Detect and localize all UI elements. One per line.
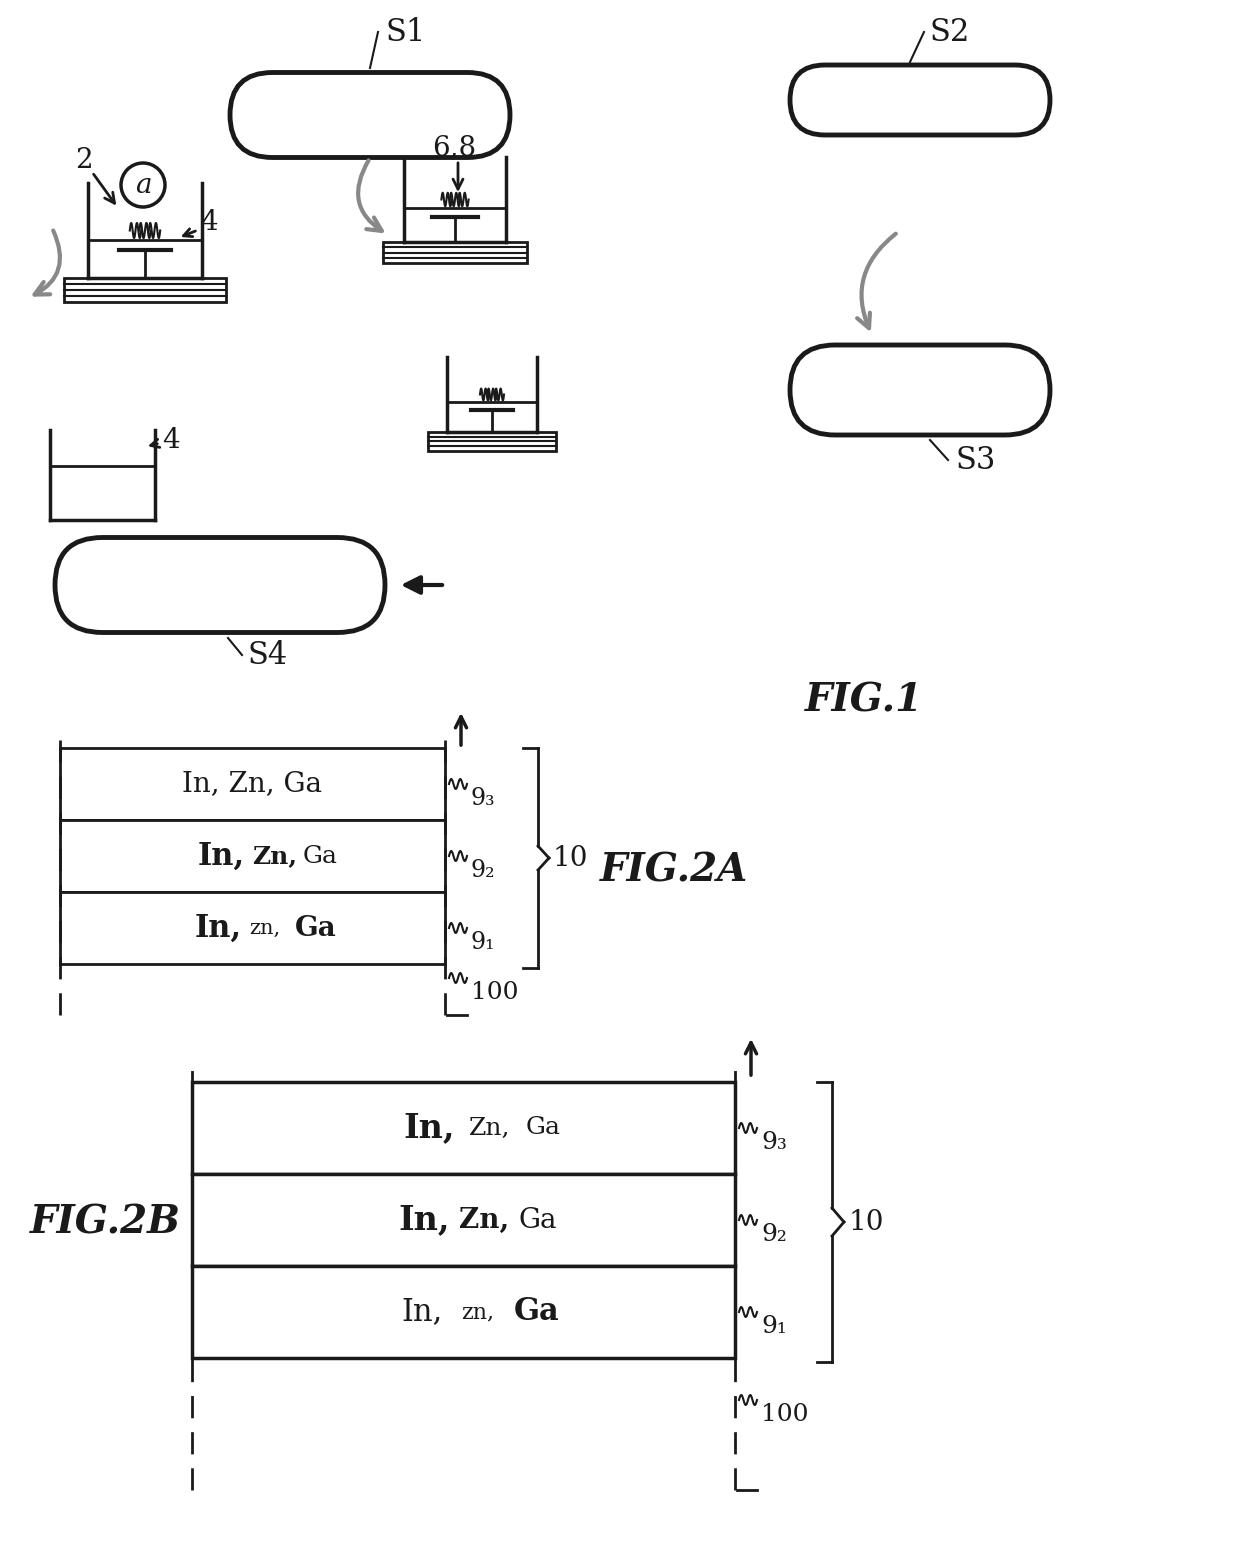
FancyBboxPatch shape	[55, 538, 384, 632]
Bar	[428, 431, 556, 452]
Text: 9₂: 9₂	[471, 858, 496, 881]
Text: In,: In,	[402, 1296, 443, 1327]
Text: zn,: zn,	[461, 1301, 495, 1324]
Text: In,: In,	[197, 840, 244, 872]
FancyBboxPatch shape	[790, 65, 1050, 136]
Text: 100: 100	[471, 982, 518, 1005]
Text: Ga: Ga	[526, 1117, 560, 1139]
Text: S1: S1	[384, 17, 425, 48]
Text: S3: S3	[955, 444, 996, 476]
Text: Ga: Ga	[518, 1207, 557, 1233]
Text: 9₃: 9₃	[471, 787, 496, 811]
Text: a: a	[135, 171, 151, 199]
Bar	[383, 242, 527, 264]
Bar	[60, 892, 445, 965]
Text: Ga: Ga	[513, 1296, 559, 1327]
FancyBboxPatch shape	[790, 345, 1050, 435]
Text: 10: 10	[849, 1208, 884, 1236]
Text: Zn,: Zn,	[469, 1117, 510, 1139]
Text: 4: 4	[162, 427, 180, 453]
Text: In,: In,	[195, 912, 242, 943]
Text: 6,8: 6,8	[432, 134, 476, 162]
Bar	[60, 820, 445, 892]
Text: FIG.1: FIG.1	[805, 681, 923, 720]
Text: zn,: zn,	[249, 918, 280, 937]
Text: Ga: Ga	[303, 844, 337, 868]
Text: 100: 100	[761, 1402, 808, 1425]
Text: In, Zn, Ga: In, Zn, Ga	[182, 770, 322, 798]
Bar	[60, 747, 445, 820]
Bar	[192, 1267, 735, 1358]
Text: 9₁: 9₁	[761, 1314, 787, 1338]
Text: 9₁: 9₁	[471, 931, 496, 954]
Text: FIG.2A: FIG.2A	[600, 851, 748, 889]
Bar	[192, 1082, 735, 1174]
Text: S2: S2	[930, 17, 971, 48]
Text: Zn,: Zn,	[459, 1207, 508, 1233]
Text: In,: In,	[403, 1111, 455, 1145]
FancyBboxPatch shape	[229, 72, 510, 157]
Text: In,: In,	[398, 1204, 450, 1236]
Text: 4: 4	[200, 208, 218, 236]
Text: 2: 2	[74, 146, 93, 174]
Text: Ga: Ga	[295, 914, 336, 942]
Text: S4: S4	[248, 640, 288, 670]
Text: FIG.2B: FIG.2B	[30, 1204, 181, 1241]
Text: 9₂: 9₂	[761, 1224, 787, 1247]
Bar	[192, 1174, 735, 1267]
Text: 10: 10	[553, 844, 589, 872]
Text: 9₃: 9₃	[761, 1131, 787, 1154]
Bar	[64, 277, 226, 302]
Text: Zn,: Zn,	[253, 844, 298, 868]
